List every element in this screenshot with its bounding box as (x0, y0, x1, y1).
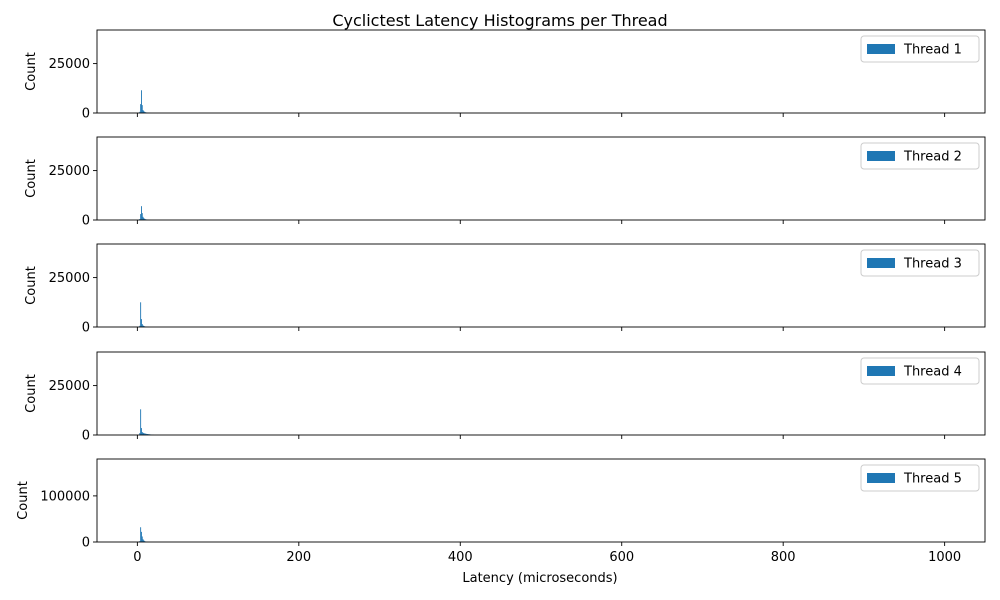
axes-frame (96, 136, 986, 221)
y-tick-label: 100000 (40, 489, 90, 504)
legend-label: Thread 4 (903, 365, 962, 380)
legend-label: Thread 2 (903, 150, 962, 165)
histogram-bar (141, 206, 142, 220)
y-axis-label: Count (24, 52, 39, 91)
legend-swatch (867, 473, 895, 483)
histogram-bar (143, 433, 145, 435)
histogram-bar (142, 216, 144, 220)
legend-box (860, 464, 980, 492)
axes-frame (96, 29, 986, 114)
axes-frame (96, 458, 986, 543)
y-tick-label: 25000 (49, 271, 90, 286)
legend-swatch (867, 366, 895, 376)
histogram-bar (141, 319, 142, 327)
histogram-bar (141, 432, 143, 435)
subplot-3: 0 25000 Count Thread 3 (24, 243, 986, 336)
histogram-bar (143, 540, 145, 542)
legend-box (860, 35, 980, 63)
chart-title: Cyclictest Latency Histograms per Thread (332, 11, 667, 30)
histogram-bar (142, 539, 144, 542)
y-tick-label: 0 (82, 107, 90, 122)
axes-frame (96, 351, 986, 436)
subplot-4: 0 25000 Count Thread 4 (24, 351, 986, 444)
x-axis-label: Latency (microseconds) (462, 571, 617, 586)
legend-box (860, 142, 980, 170)
histogram-bar (144, 541, 146, 542)
histogram-bar (139, 541, 141, 542)
legend-box (860, 249, 980, 277)
subplot-5: 0 100000 Count 0 200 400 600 800 1000 Thread 5 (16, 458, 986, 565)
histogram-bar (142, 432, 144, 435)
y-tick-label: 0 (82, 321, 90, 336)
subplot-panels: 0 25000 Count Thread 1 0 25000 Count Thread 2 0 2… (16, 29, 986, 565)
x-tick-label: 200 (286, 550, 311, 565)
histogram-bar (141, 213, 143, 220)
y-axis-label: Count (24, 266, 39, 305)
legend-swatch (867, 258, 895, 268)
legend-label: Thread 1 (903, 43, 962, 58)
legend-swatch (867, 44, 895, 54)
histogram-bar (142, 110, 144, 113)
histogram-bar (141, 428, 142, 435)
legend-label: Thread 5 (903, 472, 962, 487)
histogram-bar (140, 302, 142, 327)
histogram-bar (143, 111, 145, 113)
histogram-bar (141, 531, 142, 542)
x-tick-label: 600 (609, 550, 634, 565)
histogram-bar (141, 105, 143, 113)
y-axis-label: Count (24, 159, 39, 198)
y-tick-label: 0 (82, 429, 90, 444)
x-tick-label: 1000 (928, 550, 961, 565)
histogram-bar (140, 527, 142, 542)
histogram-bar (144, 218, 146, 220)
y-axis-label: Count (16, 481, 31, 520)
histogram-bar (140, 214, 142, 220)
histogram-bar (145, 433, 146, 435)
histogram-bar (144, 433, 146, 435)
y-tick-label: 25000 (49, 164, 90, 179)
histogram-bar (139, 325, 141, 327)
subplot-2: 0 25000 Count Thread 2 (24, 136, 986, 229)
histogram-bar (143, 218, 145, 220)
legend-box (860, 357, 980, 385)
y-tick-label: 0 (82, 536, 90, 551)
y-tick-label: 25000 (49, 57, 90, 72)
histogram-bar (141, 324, 143, 327)
histogram-bar (140, 104, 142, 113)
x-tick-label: 0 (133, 550, 141, 565)
histogram-bar (145, 433, 147, 435)
histogram-bar (141, 90, 142, 113)
legend-swatch (867, 151, 895, 161)
y-axis-label: Count (24, 374, 39, 413)
histogram-bar (142, 325, 144, 327)
histogram-bar (141, 536, 143, 542)
x-tick-label: 400 (448, 550, 473, 565)
histogram-bar (144, 111, 146, 113)
histogram-bar (139, 219, 141, 220)
x-tick-label: 800 (771, 550, 796, 565)
histogram-bar (143, 326, 145, 327)
axes-frame (96, 243, 986, 328)
legend-label: Thread 3 (903, 257, 962, 272)
y-tick-label: 25000 (49, 379, 90, 394)
histogram-bar (139, 111, 141, 113)
histogram-bar (140, 409, 142, 435)
y-tick-label: 0 (82, 214, 90, 229)
histogram-bar (146, 434, 148, 435)
subplot-1: 0 25000 Count Thread 1 (24, 29, 986, 122)
histogram-bar (139, 433, 141, 435)
